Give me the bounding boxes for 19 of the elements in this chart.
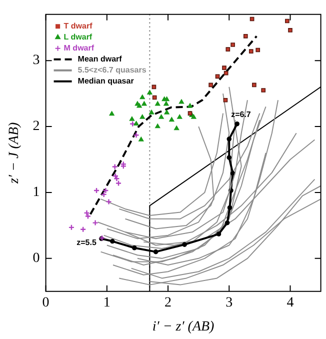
- x-tick-label: 1: [103, 295, 110, 310]
- x-tick-label: 0: [42, 295, 50, 310]
- y-axis-title: z′ − J (AB): [7, 122, 22, 184]
- annotation: z=5.5: [76, 238, 97, 247]
- legend-label: Mean dwarf: [78, 54, 122, 64]
- y-tick-label: 0: [32, 251, 40, 266]
- x-tick-label: 2: [164, 295, 172, 310]
- legend-label: 5.5<z<6.7 quasars: [78, 66, 147, 75]
- legend-label: T dwarf: [64, 22, 93, 31]
- y-tick-label: 1: [32, 185, 40, 200]
- x-axis-title: i′ − z′ (AB): [152, 319, 215, 334]
- x-tick-label: 4: [286, 295, 294, 310]
- y-tick-label: 3: [32, 53, 40, 68]
- legend-label: M dwarf: [64, 44, 94, 53]
- x-tick-label: 3: [226, 295, 233, 310]
- legend-label: L dwarf: [64, 32, 92, 42]
- y-tick-label: 2: [32, 119, 40, 134]
- annotation: z=6.7: [231, 110, 252, 120]
- legend-label: Median quasar: [78, 76, 134, 86]
